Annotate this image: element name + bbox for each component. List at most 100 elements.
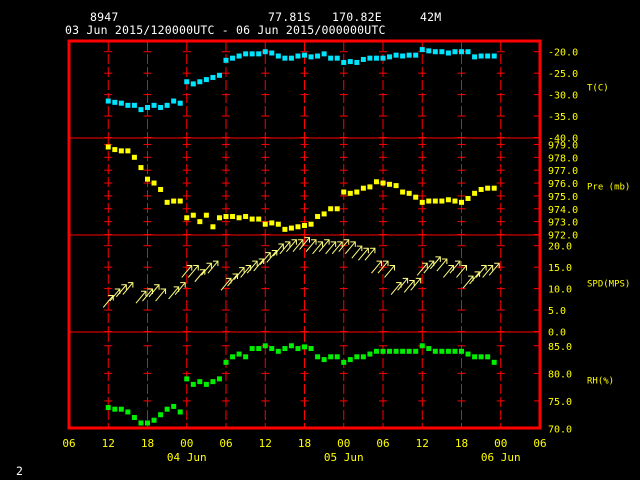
wind-barb-shaft: [227, 273, 238, 287]
plot-frame: [67, 39, 542, 430]
data-point: [112, 406, 118, 412]
data-point: [118, 406, 124, 412]
data-point: [145, 420, 150, 426]
data-point: [256, 216, 262, 222]
wind-barb: [207, 260, 219, 274]
data-point: [347, 190, 353, 196]
data-point: [328, 55, 334, 61]
data-point: [230, 55, 236, 61]
data-point: [230, 354, 236, 360]
y-tick-label: 0.0: [548, 328, 566, 339]
wind-barb-shaft: [456, 265, 467, 278]
data-point: [452, 49, 458, 55]
wind-barb-shaft: [436, 258, 448, 272]
data-point: [125, 102, 131, 108]
data-point: [387, 181, 393, 187]
data-point: [125, 409, 131, 415]
data-point: [413, 194, 419, 200]
data-point: [393, 52, 399, 58]
data-point: [177, 100, 183, 106]
wind-barb-shaft: [181, 265, 193, 278]
y-tick-label: 80.0: [548, 369, 572, 380]
wind-barb: [371, 260, 382, 274]
data-point: [321, 357, 327, 363]
wind-barb-shaft: [233, 267, 245, 280]
wind-barb-shaft: [423, 260, 435, 274]
y-tick-label: 10.0: [548, 285, 572, 296]
wind-barb-head: [199, 269, 206, 275]
data-point: [158, 104, 164, 110]
x-tick-label: 06: [62, 437, 75, 450]
data-point: [360, 56, 366, 62]
wind-barb-shaft: [488, 262, 500, 276]
data-point: [341, 59, 347, 65]
data-point: [131, 102, 137, 108]
data-point: [439, 49, 445, 55]
wind-barb-shaft: [220, 278, 232, 291]
y-tick-label: -25.0: [548, 69, 578, 80]
data-point: [197, 379, 203, 385]
y-tick-label: 15.0: [548, 263, 572, 274]
wind-barb: [384, 264, 396, 278]
data-point: [432, 49, 438, 55]
wind-barb: [194, 269, 206, 283]
y-tick-label: 976.0: [548, 179, 578, 190]
wind-barb-shaft: [253, 258, 265, 272]
data-point: [282, 226, 288, 232]
wind-barb-head: [481, 264, 487, 271]
wind-barb-shaft: [299, 237, 310, 250]
data-point: [413, 348, 419, 354]
data-point: [177, 198, 183, 204]
wind-barb: [469, 271, 481, 285]
data-point: [459, 49, 464, 55]
wind-barb-head: [108, 294, 114, 301]
y-tick-label: -30.0: [548, 91, 578, 102]
data-point: [367, 184, 373, 190]
data-point: [334, 55, 340, 61]
data-point: [210, 74, 216, 80]
data-point: [315, 53, 321, 59]
data-point: [105, 144, 111, 150]
data-point: [465, 195, 471, 201]
data-point: [138, 165, 144, 171]
data-point: [419, 47, 425, 53]
wind-barb-shaft: [292, 239, 304, 253]
data-point: [190, 81, 196, 87]
y-tick-label: 972.0: [548, 231, 578, 242]
data-point: [197, 79, 203, 85]
data-point: [491, 359, 497, 365]
y-tick-label: 75.0: [548, 397, 572, 408]
data-point: [190, 212, 196, 218]
data-point: [373, 55, 379, 61]
date-label: 05 Jun: [324, 451, 364, 464]
date-label: 04 Jun: [167, 451, 207, 464]
data-point: [400, 348, 406, 354]
wind-barb-shaft: [397, 278, 409, 291]
data-point: [459, 199, 464, 205]
wind-barb-head: [212, 260, 219, 267]
wind-barb-head: [127, 282, 134, 288]
wind-barb-shaft: [377, 260, 389, 274]
wind-barb-head: [271, 249, 278, 256]
wind-barb: [286, 239, 297, 253]
wind-barb-shaft: [109, 288, 121, 302]
wind-barb-head: [435, 256, 441, 262]
wind-barb: [253, 258, 265, 272]
wind-barb-shaft: [338, 239, 350, 253]
y-tick-label: 975.0: [548, 192, 578, 203]
data-point: [380, 348, 386, 354]
y-tick-label: -35.0: [548, 112, 578, 123]
data-point: [112, 147, 118, 153]
data-point: [347, 357, 353, 363]
wind-barb: [416, 262, 428, 276]
data-point: [269, 346, 275, 352]
data-point: [328, 354, 334, 360]
wind-barb-shaft: [115, 284, 127, 298]
wind-barb-shaft: [246, 260, 258, 274]
wind-barb-shaft: [384, 265, 395, 278]
wind-barb: [436, 258, 448, 272]
wind-barb-shaft: [305, 239, 317, 253]
data-point: [269, 50, 275, 56]
wind-barb: [475, 264, 487, 278]
